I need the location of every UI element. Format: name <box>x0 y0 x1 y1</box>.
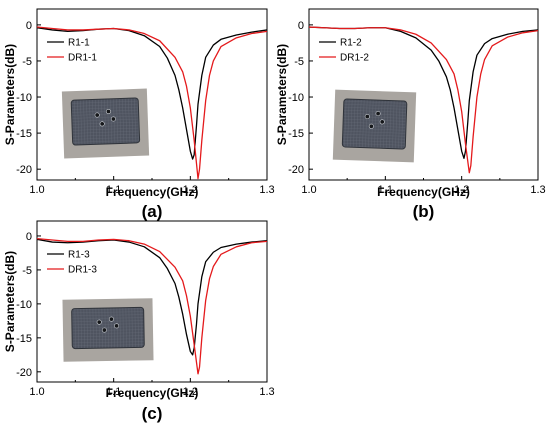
legend-label: DR1-2 <box>340 53 369 64</box>
y-tick-label: -10 <box>288 92 304 104</box>
y-tick-label: 0 <box>26 231 32 243</box>
x-tick-label: 1.2 <box>183 184 198 196</box>
sample-hole <box>96 319 102 325</box>
legend-label: R1-1 <box>68 38 90 49</box>
chart-panel-1: 0 -5 -10 -15 -20 1.0 1.1 1.2 1.3 Frequency(GHz) S-… <box>3 8 275 221</box>
y-tick-label: -10 <box>16 92 32 104</box>
sample-board <box>70 97 141 146</box>
y-tick-label: -10 <box>16 299 32 311</box>
sample-hole <box>105 108 111 114</box>
y-tick-label: -15 <box>288 128 304 140</box>
sample-hole <box>101 327 107 333</box>
y-axis-title: S-Parameters(dB) <box>275 44 289 145</box>
sample-hole <box>110 116 116 122</box>
sample-hole <box>108 316 114 322</box>
legend-label: DR1-3 <box>68 265 97 276</box>
y-tick-label: -20 <box>16 367 32 379</box>
legend-label: R1-3 <box>68 250 90 261</box>
sample-hole <box>114 323 120 329</box>
x-tick-label: 1.3 <box>259 184 274 196</box>
y-tick-label: -20 <box>288 164 304 176</box>
x-axis-title: Frequency(GHz) <box>106 386 199 400</box>
y-tick-label: -5 <box>294 56 304 68</box>
sample-hole <box>94 112 100 118</box>
x-tick-label: 1.1 <box>106 184 121 196</box>
y-tick-label: -15 <box>16 128 32 140</box>
x-tick-label: 1.2 <box>454 184 469 196</box>
sample-hole <box>379 119 385 125</box>
y-tick-label: -20 <box>16 164 32 176</box>
sample-hole <box>364 114 370 120</box>
y-tick-label: 0 <box>26 20 32 32</box>
series-line-dr1-2 <box>308 26 539 174</box>
x-tick-label: 1.2 <box>183 386 198 398</box>
y-tick-label: -5 <box>22 56 32 68</box>
x-axis-title: Frequency(GHz) <box>106 185 199 199</box>
y-tick-label: -5 <box>22 265 32 277</box>
x-tick-label: 1.1 <box>106 386 121 398</box>
sample-hole <box>99 121 105 127</box>
y-tick-label: -15 <box>16 333 32 345</box>
chart-panel-2: 0 -5 -10 -15 -20 1.0 1.1 1.2 1.3 Frequency(GHz) S-… <box>275 8 546 221</box>
x-tick-label: 1.0 <box>301 184 316 196</box>
sample-hole <box>375 111 381 117</box>
panel-label: (a) <box>142 202 163 221</box>
sample-photo <box>61 88 150 159</box>
x-tick-label: 1.1 <box>378 184 393 196</box>
x-axis-title: Frequency(GHz) <box>377 185 470 199</box>
x-tick-label: 1.3 <box>530 184 545 196</box>
sample-photo <box>62 298 154 362</box>
sample-photo <box>332 89 417 163</box>
x-tick-label: 1.0 <box>29 386 44 398</box>
series-line-dr1-1 <box>36 26 268 180</box>
series-line-r1-3 <box>36 238 268 356</box>
y-axis-title: S-Parameters(dB) <box>3 251 17 352</box>
panel-label: (c) <box>142 404 163 423</box>
legend-label: DR1-1 <box>68 53 97 64</box>
panel-label: (b) <box>413 202 435 221</box>
legend-label: R1-2 <box>340 38 362 49</box>
y-axis-title: S-Parameters(dB) <box>3 44 17 145</box>
x-tick-label: 1.3 <box>259 386 274 398</box>
sample-board <box>341 98 408 150</box>
series-line-dr1-3 <box>36 238 268 375</box>
sample-hole <box>368 123 374 129</box>
y-tick-label: 0 <box>298 20 304 32</box>
x-tick-label: 1.0 <box>29 184 44 196</box>
sample-board <box>71 306 145 350</box>
chart-panel-3: 0 -5 -10 -15 -20 1.0 1.1 1.2 1.3 Frequency(GHz) S-… <box>3 220 275 423</box>
